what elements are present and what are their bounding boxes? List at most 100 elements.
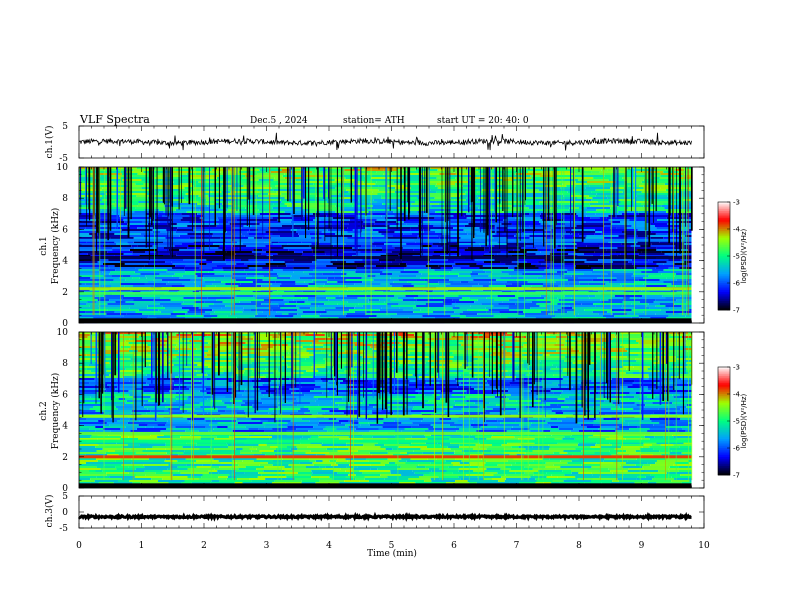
spectrogram-cell (136, 340, 158, 343)
spectrogram-cell (384, 235, 393, 238)
spectrogram-cell (610, 187, 624, 190)
spectrogram-cell (224, 402, 235, 405)
spectrogram-cell (242, 448, 250, 451)
spectrogram-cell (229, 181, 253, 184)
spectrogram-cell (386, 336, 401, 339)
spectrogram-cell (576, 243, 599, 246)
spectrogram-cell (79, 408, 90, 411)
spectrogram-cell (324, 334, 332, 337)
spectrogram-cell (119, 223, 128, 226)
spectrogram-cell (562, 390, 579, 393)
spectrogram-cell (157, 275, 173, 278)
spectrogram-cell (625, 233, 656, 236)
spectrogram-cell (194, 301, 205, 304)
spectrogram-cell (647, 396, 655, 399)
spectrogram-cell (165, 406, 173, 409)
spectrogram-cell (553, 273, 564, 276)
spectrogram-cell (283, 247, 312, 250)
spectrogram-cell (595, 444, 612, 447)
spectrogram-cell (436, 191, 466, 194)
spectrogram-cell (463, 370, 474, 373)
spectrogram-cell (321, 350, 337, 353)
spectrogram-cell (523, 253, 536, 256)
spectrogram-cell (238, 285, 262, 288)
spectrogram-cell (79, 241, 87, 244)
spectrogram-cell (377, 442, 399, 445)
spectrogram-cell (296, 301, 305, 304)
spectrogram-cell (203, 344, 211, 347)
spectrogram-cell (225, 263, 237, 266)
spectrogram-cell (202, 368, 215, 371)
spectrogram-cell (381, 400, 403, 403)
spectrogram-cell (586, 426, 601, 429)
spectrogram-cell (157, 404, 185, 407)
spectrogram-cell (513, 193, 526, 196)
spectrogram-cell (535, 340, 545, 343)
spectrogram-cell (636, 360, 659, 363)
spectrogram-cell (187, 410, 218, 413)
spectrogram-cell (214, 269, 224, 272)
spectrogram-cell (568, 279, 593, 282)
spectrogram-cell (335, 366, 345, 369)
sferic-line (194, 167, 196, 316)
spectrogram-cell (109, 374, 136, 377)
spectrogram-cell (429, 201, 447, 204)
spectrogram-cell (120, 418, 130, 421)
spectrogram-cell (215, 336, 235, 339)
spectrogram-cell (445, 285, 473, 288)
spectrogram-cell (301, 297, 309, 300)
spectrogram-cell (527, 281, 556, 284)
spectrogram-cell (424, 279, 450, 282)
spectrogram-cell (322, 273, 347, 276)
spectrogram-cell (216, 299, 236, 302)
spectrogram-cell (628, 207, 649, 210)
spectrogram-cell (679, 394, 692, 397)
spectrogram-cell (376, 420, 395, 423)
spectrogram-cell (340, 382, 372, 385)
sferic-line (365, 167, 367, 316)
spectrogram-cell (124, 263, 148, 266)
spectrogram-cell (386, 402, 399, 405)
spectrogram-cell (610, 227, 617, 230)
spectrogram-cell (549, 446, 566, 449)
spectrogram-cell (181, 412, 208, 415)
spectrogram-cell (253, 386, 271, 389)
ch1-waveform-panel: 5-5 (59, 122, 705, 164)
spectrogram-cell (488, 275, 511, 278)
spectrogram-cell (439, 418, 451, 421)
spectrogram-cell (256, 245, 266, 248)
spectrogram-cell (618, 354, 638, 357)
spectrogram-cell (194, 223, 219, 226)
spectrogram-cell (126, 400, 148, 403)
spectrogram-cell (159, 221, 190, 224)
spectrogram-cell (268, 408, 301, 411)
spectrogram-cell (357, 412, 366, 415)
spectrogram-cell (263, 382, 292, 385)
spectrogram-cell (278, 275, 292, 278)
spectrogram-cell (85, 227, 116, 230)
spectrogram-cell (288, 243, 312, 246)
spectrogram-cell (100, 217, 129, 220)
spectrogram-cell (130, 275, 146, 278)
spectrogram-cell (296, 340, 319, 343)
spectrogram-cell (197, 275, 204, 278)
spectrogram-cell (439, 275, 459, 278)
spectrogram-cell (368, 299, 380, 302)
spectrogram-cell (660, 173, 684, 176)
spectrogram-cell (243, 173, 250, 176)
spectrogram-cell (671, 376, 692, 379)
spectrogram-cell (674, 424, 692, 427)
spectrogram-cell (231, 283, 241, 286)
spectrogram-cell (557, 418, 584, 421)
spectrogram-cell (79, 277, 91, 280)
spectrogram-cell (255, 235, 265, 238)
spectrogram-cell (551, 410, 563, 413)
spectrogram-cell (248, 434, 269, 437)
spectrogram-cell (448, 229, 464, 232)
sferic-line (488, 167, 491, 252)
spectrogram-cell (268, 185, 276, 188)
spectrogram-cell (155, 344, 166, 347)
spectrogram-cell (162, 394, 193, 397)
spectrogram-cell (614, 271, 642, 274)
spectrogram-cell (153, 299, 171, 302)
